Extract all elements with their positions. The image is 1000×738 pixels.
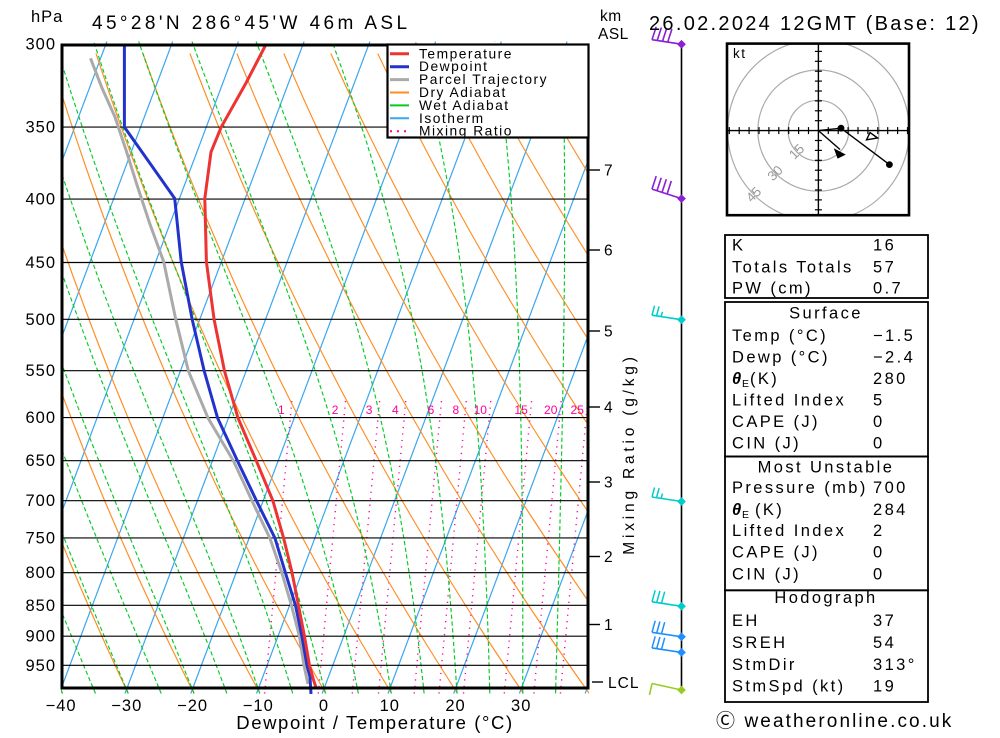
svg-text:450: 450 — [25, 254, 56, 272]
svg-text:1: 1 — [604, 617, 613, 634]
svg-text:StmSpd (kt): StmSpd (kt) — [732, 678, 846, 696]
svg-text:−20: −20 — [177, 697, 208, 715]
svg-text:350: 350 — [25, 119, 56, 137]
svg-text:CIN (J): CIN (J) — [732, 435, 801, 453]
svg-text:1: 1 — [278, 403, 285, 417]
svg-text:Totals Totals: Totals Totals — [732, 259, 854, 277]
svg-text:6: 6 — [428, 403, 435, 417]
svg-text:25: 25 — [571, 403, 585, 417]
svg-text:2: 2 — [873, 522, 885, 540]
svg-text:10: 10 — [380, 697, 400, 715]
svg-text:−1.5: −1.5 — [873, 327, 915, 345]
svg-text:θ: θ — [732, 370, 741, 388]
svg-text:Most Unstable: Most Unstable — [758, 459, 895, 477]
svg-text:CAPE (J): CAPE (J) — [732, 544, 820, 562]
svg-text:850: 850 — [25, 597, 56, 615]
svg-text:20: 20 — [445, 697, 465, 715]
svg-text:30: 30 — [511, 697, 531, 715]
svg-text:K: K — [732, 237, 745, 255]
svg-text:900: 900 — [25, 628, 56, 646]
svg-text:7: 7 — [604, 163, 613, 180]
svg-text:650: 650 — [25, 452, 56, 470]
svg-text:(K): (K) — [755, 501, 784, 519]
svg-text:800: 800 — [25, 564, 56, 582]
svg-text:StmDir: StmDir — [732, 656, 797, 674]
svg-text:10: 10 — [474, 403, 488, 417]
svg-text:ASL: ASL — [598, 26, 629, 43]
svg-text:kt: kt — [733, 46, 747, 61]
svg-text:57: 57 — [873, 259, 896, 277]
svg-text:284: 284 — [873, 501, 908, 519]
svg-text:20: 20 — [544, 403, 558, 417]
svg-text:0: 0 — [873, 544, 885, 562]
svg-text:0: 0 — [319, 697, 329, 715]
svg-text:Temp (°C): Temp (°C) — [732, 327, 828, 345]
svg-text:550: 550 — [25, 362, 56, 380]
svg-text:−2.4: −2.4 — [873, 349, 915, 367]
svg-text:Mixing Ratio (g/kg): Mixing Ratio (g/kg) — [621, 353, 638, 554]
svg-text:5: 5 — [604, 324, 613, 341]
svg-text:Lifted Index: Lifted Index — [732, 392, 846, 410]
svg-text:54: 54 — [873, 634, 896, 652]
svg-text:Dewp (°C): Dewp (°C) — [732, 349, 830, 367]
svg-text:950: 950 — [25, 657, 56, 675]
svg-text:Parcel Trajectory: Parcel Trajectory — [419, 72, 548, 87]
svg-text:Hodograph: Hodograph — [774, 589, 877, 607]
svg-text:37: 37 — [873, 612, 896, 630]
svg-text:4: 4 — [604, 400, 613, 417]
svg-text:750: 750 — [25, 529, 56, 547]
svg-text:15: 15 — [514, 403, 528, 417]
svg-text:6: 6 — [604, 243, 613, 260]
svg-text:−10: −10 — [243, 697, 274, 715]
svg-text:313°: 313° — [873, 656, 917, 674]
svg-text:CAPE (J): CAPE (J) — [732, 413, 820, 431]
svg-text:0: 0 — [873, 413, 885, 431]
svg-text:Temperature: Temperature — [419, 46, 513, 61]
svg-text:700: 700 — [873, 479, 908, 497]
svg-text:LCL: LCL — [608, 675, 639, 692]
svg-text:Mixing Ratio: Mixing Ratio — [419, 124, 513, 139]
svg-text:−40: −40 — [46, 697, 77, 715]
svg-text:700: 700 — [25, 492, 56, 510]
svg-text:SREH: SREH — [732, 634, 787, 652]
svg-text:Wet Adiabat: Wet Adiabat — [419, 98, 510, 113]
svg-text:Dewpoint: Dewpoint — [419, 59, 489, 74]
svg-text:−30: −30 — [111, 697, 142, 715]
svg-text:(K): (K) — [750, 370, 779, 388]
svg-text:0: 0 — [873, 566, 885, 584]
svg-text:500: 500 — [25, 311, 56, 329]
svg-text:E: E — [742, 509, 749, 521]
svg-text:3: 3 — [366, 403, 373, 417]
svg-text:0.7: 0.7 — [873, 280, 903, 298]
svg-text:Lifted Index: Lifted Index — [732, 522, 846, 540]
svg-text:Isotherm: Isotherm — [419, 111, 485, 126]
svg-text:45°28'N 286°45'W 46m ASL: 45°28'N 286°45'W 46m ASL — [92, 13, 410, 34]
svg-text:600: 600 — [25, 409, 56, 427]
svg-text:km: km — [600, 8, 622, 25]
svg-text:4: 4 — [392, 403, 399, 417]
svg-text:5: 5 — [873, 392, 885, 410]
svg-text:2: 2 — [604, 549, 613, 566]
svg-text:280: 280 — [873, 370, 908, 388]
svg-text:Dewpoint / Temperature (°C): Dewpoint / Temperature (°C) — [236, 712, 514, 733]
svg-text:300: 300 — [25, 36, 56, 54]
svg-text:Dry Adiabat: Dry Adiabat — [419, 85, 507, 100]
svg-text:CIN (J): CIN (J) — [732, 566, 801, 584]
svg-text:0: 0 — [873, 435, 885, 453]
svg-text:400: 400 — [25, 191, 56, 209]
svg-text:16: 16 — [873, 237, 896, 255]
svg-text:θ: θ — [732, 501, 741, 519]
svg-text:8: 8 — [452, 403, 459, 417]
svg-text:hPa: hPa — [31, 8, 63, 26]
svg-text:26.02.2024 12GMT (Base: 12): 26.02.2024 12GMT (Base: 12) — [649, 13, 981, 35]
svg-text:PW (cm): PW (cm) — [732, 280, 813, 298]
svg-text:Ⓒ weatheronline.co.uk: Ⓒ weatheronline.co.uk — [716, 710, 953, 732]
svg-text:Surface: Surface — [789, 305, 863, 323]
svg-text:2: 2 — [332, 403, 339, 417]
svg-text:Pressure (mb): Pressure (mb) — [732, 479, 868, 497]
svg-text:E: E — [742, 378, 749, 390]
svg-text:3: 3 — [604, 475, 613, 492]
svg-text:19: 19 — [873, 678, 896, 696]
svg-text:EH: EH — [732, 612, 760, 630]
